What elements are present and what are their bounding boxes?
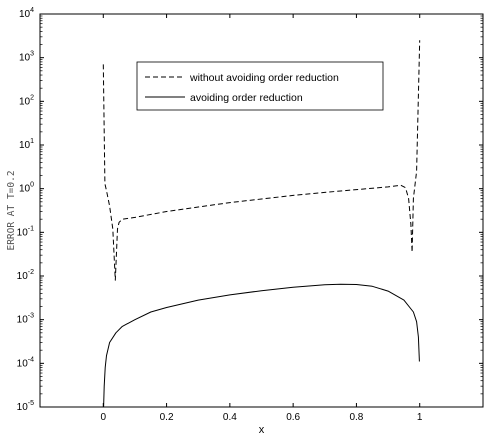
x-tick-label: 1: [417, 412, 423, 423]
x-axis: 0 0.2 0.4 0.6 0.8 1: [101, 14, 423, 423]
y-tick-label: 104: [19, 7, 34, 20]
x-tick-label: 0.6: [286, 412, 300, 423]
y-axis-label: ERROR AT T=0.2: [6, 170, 17, 250]
y-tick-label: 103: [19, 51, 34, 64]
legend-entry-avoiding: avoiding order reduction: [190, 92, 303, 104]
legend: without avoiding order reduction avoidin…: [136, 61, 384, 111]
y-tick-label: 101: [19, 138, 34, 151]
y-tick-label: 100: [19, 182, 34, 195]
y-tick-label: 10-5: [17, 400, 34, 413]
series-layer: [102, 40, 421, 408]
y-axis: 10-5 10-4 10-3 10-2 10-1 100 101 102 103 104: [17, 7, 483, 413]
x-tick-label: 0.8: [349, 412, 363, 423]
y-tick-label: 10-1: [17, 225, 34, 238]
y-tick-label: 102: [19, 94, 34, 107]
x-axis-label: x: [259, 424, 265, 434]
y-tick-label: 10-4: [17, 356, 34, 369]
x-tick-label: 0.4: [223, 412, 237, 423]
legend-box: [136, 61, 384, 111]
x-tick-label: 0.2: [160, 412, 174, 423]
y-tick-label: 10-3: [17, 313, 34, 326]
plot-frame: [39, 13, 484, 408]
x-tick-label: 0: [101, 412, 107, 423]
series-line-without-avoiding: [102, 40, 421, 281]
y-tick-label: 10-2: [17, 269, 34, 282]
legend-entry-without-avoiding: without avoiding order reduction: [189, 72, 339, 84]
series-line-avoiding: [103, 283, 420, 408]
